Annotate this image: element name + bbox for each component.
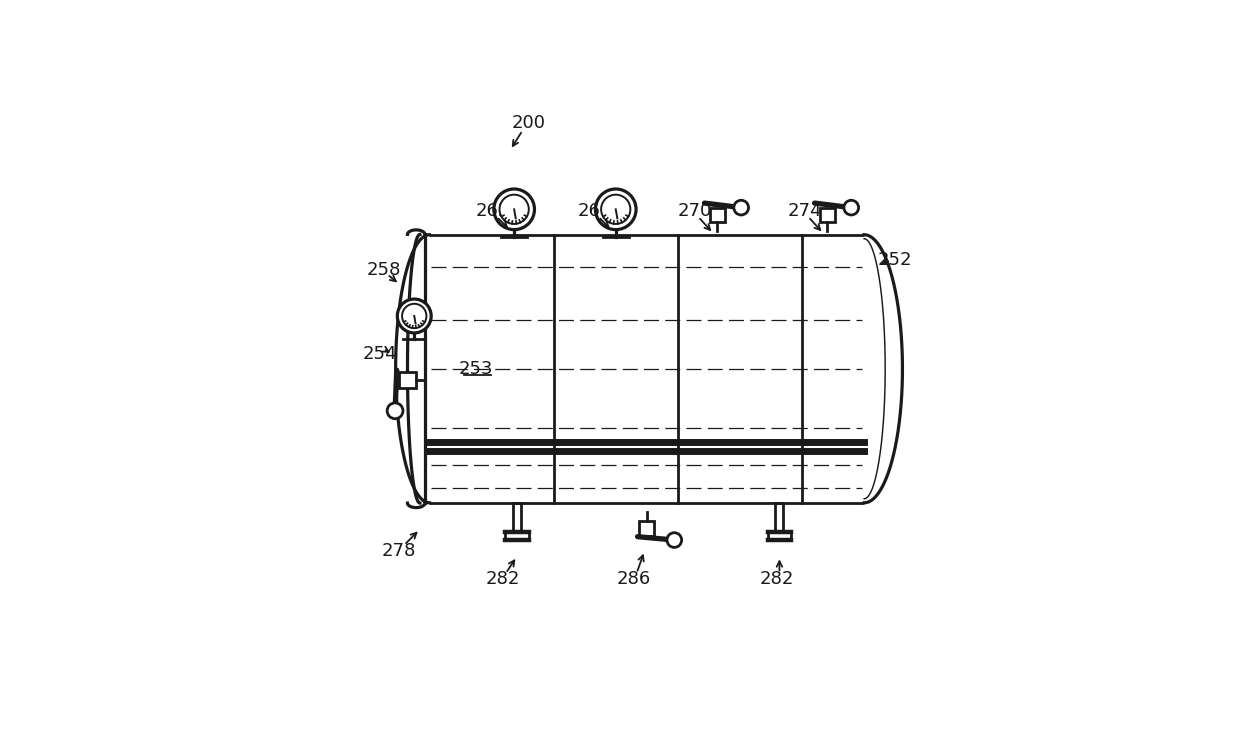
Text: 286: 286	[616, 570, 651, 588]
Circle shape	[397, 299, 432, 333]
Circle shape	[844, 200, 858, 215]
Text: 270: 270	[677, 202, 712, 220]
Text: 258: 258	[367, 261, 401, 279]
Circle shape	[734, 200, 749, 215]
Circle shape	[387, 403, 403, 419]
Bar	[820, 207, 835, 222]
Text: 282: 282	[759, 570, 794, 588]
Circle shape	[500, 195, 528, 224]
Circle shape	[667, 533, 682, 548]
Circle shape	[402, 303, 427, 328]
Bar	[399, 372, 415, 388]
Text: 282: 282	[486, 570, 520, 588]
Text: 252: 252	[878, 251, 913, 269]
Circle shape	[494, 189, 534, 229]
Text: 278: 278	[382, 542, 417, 560]
Text: 254: 254	[362, 345, 397, 364]
Circle shape	[595, 189, 636, 229]
Bar	[640, 521, 655, 536]
Text: 200: 200	[511, 114, 546, 132]
Text: 266: 266	[578, 202, 613, 220]
Circle shape	[601, 195, 630, 224]
Text: 274: 274	[787, 202, 822, 220]
Text: 262: 262	[476, 202, 511, 220]
Text: 253: 253	[459, 360, 494, 378]
Bar	[711, 207, 724, 222]
